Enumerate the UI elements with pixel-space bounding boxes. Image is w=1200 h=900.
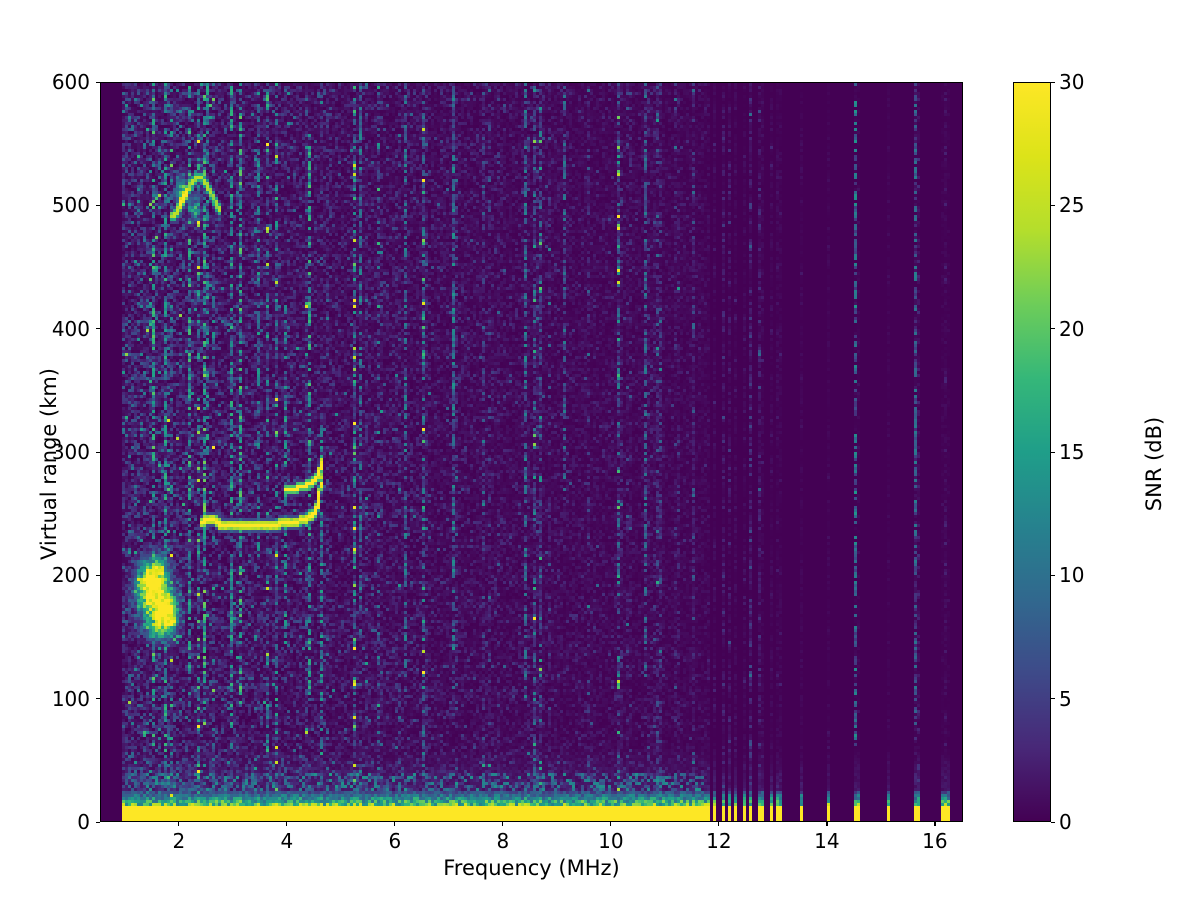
y-tick <box>96 451 100 453</box>
x-tick <box>502 822 504 826</box>
x-axis-label: Frequency (MHz) <box>443 856 620 880</box>
y-tick-label: 600 <box>51 70 90 94</box>
x-tick <box>718 822 720 826</box>
colorbar-tick-label: 5 <box>1059 686 1072 711</box>
x-tick <box>610 822 612 826</box>
colorbar-tick <box>1051 204 1055 206</box>
x-tick <box>178 822 180 826</box>
colorbar <box>1013 82 1051 822</box>
y-axis-label: Virtual range (km) <box>37 367 61 561</box>
colorbar-tick-label: 25 <box>1059 193 1085 218</box>
colorbar-tick-label: 15 <box>1059 440 1085 464</box>
ionogram-plot-area <box>100 82 963 822</box>
colorbar-tick <box>1051 574 1055 576</box>
x-tick-label: 2 <box>172 829 186 853</box>
colorbar-tick <box>1051 81 1055 83</box>
y-tick <box>96 698 100 700</box>
x-tick-label: 10 <box>598 829 624 853</box>
x-tick-label: 16 <box>922 829 948 853</box>
y-tick-label: 400 <box>51 316 90 341</box>
y-tick-label: 0 <box>77 810 90 834</box>
y-tick <box>96 574 100 576</box>
colorbar-tick <box>1051 451 1055 453</box>
x-tick-label: 6 <box>388 829 402 853</box>
y-tick-label: 200 <box>51 563 90 588</box>
y-tick <box>96 204 100 206</box>
y-tick-label: 100 <box>51 686 90 711</box>
x-tick-label: 14 <box>814 829 840 853</box>
colorbar-gradient <box>1014 83 1050 821</box>
y-tick <box>96 328 100 330</box>
colorbar-tick-label: 0 <box>1059 810 1072 834</box>
colorbar-tick <box>1051 328 1055 330</box>
x-tick <box>394 822 396 826</box>
x-tick-label: 4 <box>280 829 294 853</box>
colorbar-label: SNR (dB) <box>1142 416 1166 512</box>
ionogram-heatmap <box>101 83 962 821</box>
y-tick-label: 500 <box>51 193 90 218</box>
y-tick-label: 300 <box>51 440 90 464</box>
y-tick <box>96 821 100 823</box>
colorbar-tick <box>1051 698 1055 700</box>
colorbar-tick <box>1051 821 1055 823</box>
colorbar-tick-label: 10 <box>1059 563 1085 588</box>
y-tick <box>96 81 100 83</box>
colorbar-tick-label: 30 <box>1059 70 1085 94</box>
x-tick-label: 8 <box>496 829 510 853</box>
x-tick <box>934 822 936 826</box>
x-tick-label: 12 <box>706 829 732 853</box>
x-tick <box>286 822 288 826</box>
x-tick <box>826 822 828 826</box>
colorbar-tick-label: 20 <box>1059 316 1085 341</box>
